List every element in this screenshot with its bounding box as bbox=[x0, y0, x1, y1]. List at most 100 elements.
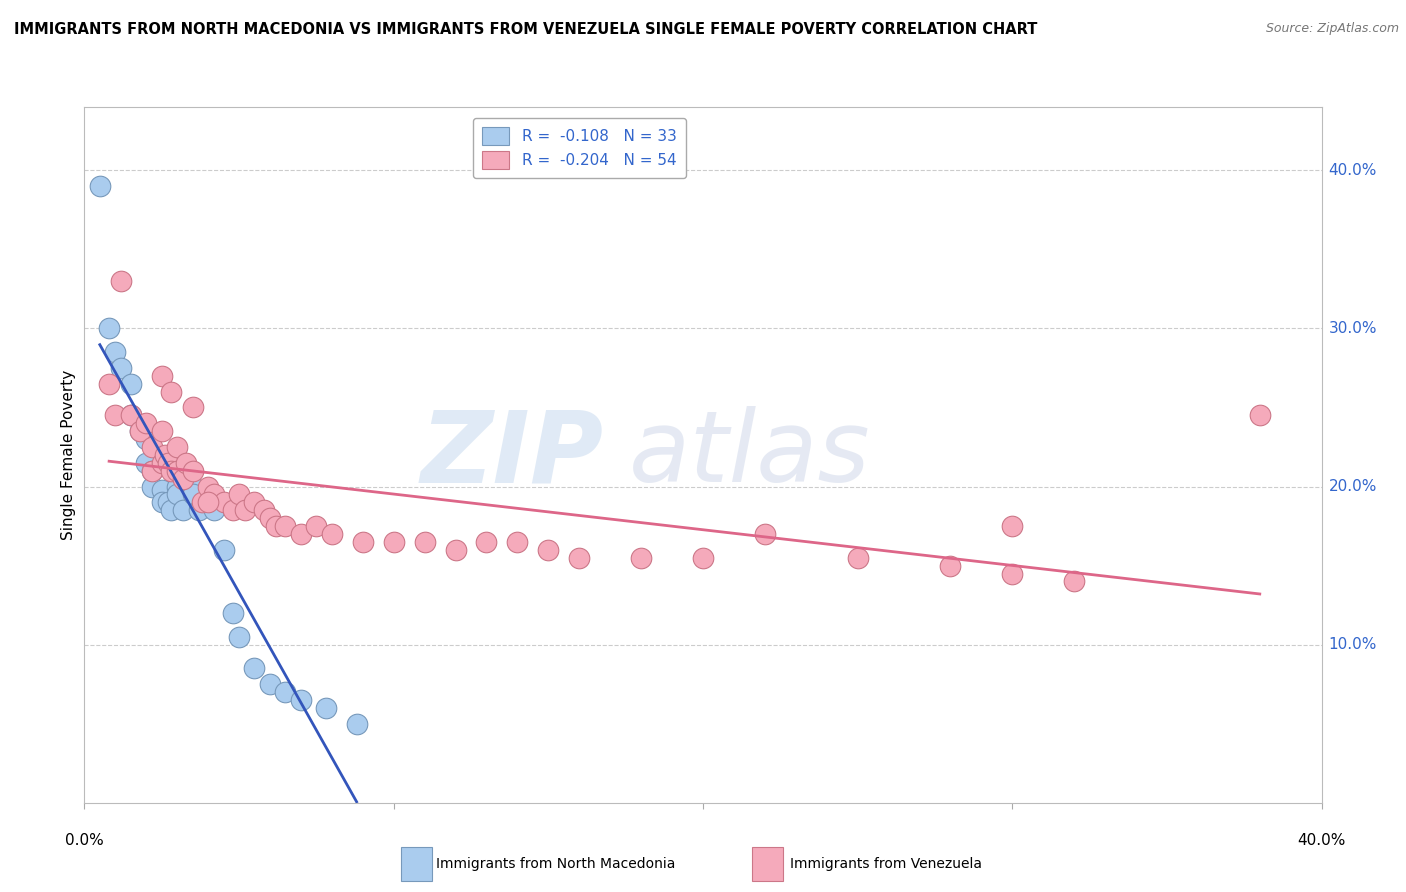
Point bbox=[120, 409, 142, 423]
Point bbox=[181, 487, 204, 501]
Text: 10.0%: 10.0% bbox=[1329, 637, 1376, 652]
Text: 20.0%: 20.0% bbox=[1329, 479, 1376, 494]
Point bbox=[141, 464, 163, 478]
Point bbox=[315, 701, 337, 715]
Point bbox=[141, 479, 163, 493]
Point bbox=[187, 503, 209, 517]
Point bbox=[202, 503, 225, 517]
Point bbox=[274, 685, 297, 699]
Point bbox=[150, 424, 173, 438]
Text: 0.0%: 0.0% bbox=[65, 833, 104, 848]
Point bbox=[233, 503, 256, 517]
Point bbox=[321, 527, 343, 541]
Point bbox=[222, 503, 245, 517]
Point bbox=[1063, 574, 1085, 589]
Text: 30.0%: 30.0% bbox=[1329, 321, 1376, 336]
Text: IMMIGRANTS FROM NORTH MACEDONIA VS IMMIGRANTS FROM VENEZUELA SINGLE FEMALE POVER: IMMIGRANTS FROM NORTH MACEDONIA VS IMMIG… bbox=[14, 22, 1038, 37]
Point bbox=[212, 542, 235, 557]
Point bbox=[120, 409, 142, 423]
Point bbox=[181, 479, 204, 493]
Text: atlas: atlas bbox=[628, 407, 870, 503]
Point bbox=[537, 542, 560, 557]
Text: ZIP: ZIP bbox=[420, 407, 605, 503]
Point bbox=[264, 519, 287, 533]
Point bbox=[166, 440, 188, 454]
Point bbox=[156, 495, 179, 509]
Point bbox=[172, 503, 194, 517]
Point bbox=[692, 550, 714, 565]
Point bbox=[166, 479, 188, 493]
Point bbox=[150, 456, 173, 470]
Point bbox=[274, 519, 297, 533]
Point bbox=[150, 368, 173, 383]
Y-axis label: Single Female Poverty: Single Female Poverty bbox=[60, 370, 76, 540]
Text: 40.0%: 40.0% bbox=[1298, 833, 1346, 848]
Point bbox=[176, 464, 198, 478]
Point bbox=[135, 456, 157, 470]
Point bbox=[290, 693, 312, 707]
Point bbox=[181, 401, 204, 415]
Point bbox=[110, 274, 132, 288]
Point bbox=[475, 534, 498, 549]
Point bbox=[197, 495, 219, 509]
Point bbox=[253, 503, 276, 517]
Point bbox=[630, 550, 652, 565]
Point bbox=[129, 424, 152, 438]
Legend: R =  -0.108   N = 33, R =  -0.204   N = 54: R = -0.108 N = 33, R = -0.204 N = 54 bbox=[472, 118, 686, 178]
Point bbox=[228, 630, 250, 644]
Point bbox=[243, 661, 266, 675]
Point bbox=[346, 716, 368, 731]
Point bbox=[160, 503, 183, 517]
Point bbox=[243, 495, 266, 509]
Point bbox=[141, 440, 163, 454]
Point bbox=[202, 487, 225, 501]
Text: Immigrants from Venezuela: Immigrants from Venezuela bbox=[790, 857, 983, 871]
Point bbox=[153, 448, 176, 462]
Point bbox=[191, 495, 214, 509]
Point bbox=[120, 376, 142, 391]
Point bbox=[98, 321, 121, 335]
Point bbox=[568, 550, 591, 565]
Point bbox=[104, 345, 127, 359]
Point bbox=[352, 534, 374, 549]
Point bbox=[382, 534, 405, 549]
Point bbox=[1249, 409, 1271, 423]
Point bbox=[197, 479, 219, 493]
Point bbox=[176, 456, 198, 470]
Point bbox=[846, 550, 869, 565]
Point bbox=[212, 495, 235, 509]
Point bbox=[110, 360, 132, 375]
Point bbox=[444, 542, 467, 557]
Point bbox=[754, 527, 776, 541]
Point bbox=[222, 606, 245, 620]
Point bbox=[506, 534, 529, 549]
Point bbox=[98, 376, 121, 391]
Point bbox=[290, 527, 312, 541]
Point bbox=[259, 511, 281, 525]
Point bbox=[135, 417, 157, 431]
Point bbox=[413, 534, 436, 549]
Point bbox=[172, 472, 194, 486]
Point bbox=[89, 179, 111, 194]
Point bbox=[181, 464, 204, 478]
Point bbox=[129, 424, 152, 438]
Point bbox=[197, 495, 219, 509]
Point bbox=[939, 558, 962, 573]
Point bbox=[135, 432, 157, 446]
Point bbox=[166, 487, 188, 501]
Point bbox=[305, 519, 328, 533]
Point bbox=[1001, 519, 1024, 533]
Point bbox=[150, 483, 173, 497]
Point bbox=[141, 464, 163, 478]
Point bbox=[160, 464, 183, 478]
Text: Source: ZipAtlas.com: Source: ZipAtlas.com bbox=[1265, 22, 1399, 36]
Point bbox=[1001, 566, 1024, 581]
Text: Immigrants from North Macedonia: Immigrants from North Macedonia bbox=[436, 857, 675, 871]
Point bbox=[228, 487, 250, 501]
Text: 40.0%: 40.0% bbox=[1329, 163, 1376, 178]
Point bbox=[104, 409, 127, 423]
Point bbox=[166, 464, 188, 478]
Point bbox=[259, 677, 281, 691]
Point bbox=[150, 495, 173, 509]
Point bbox=[156, 456, 179, 470]
